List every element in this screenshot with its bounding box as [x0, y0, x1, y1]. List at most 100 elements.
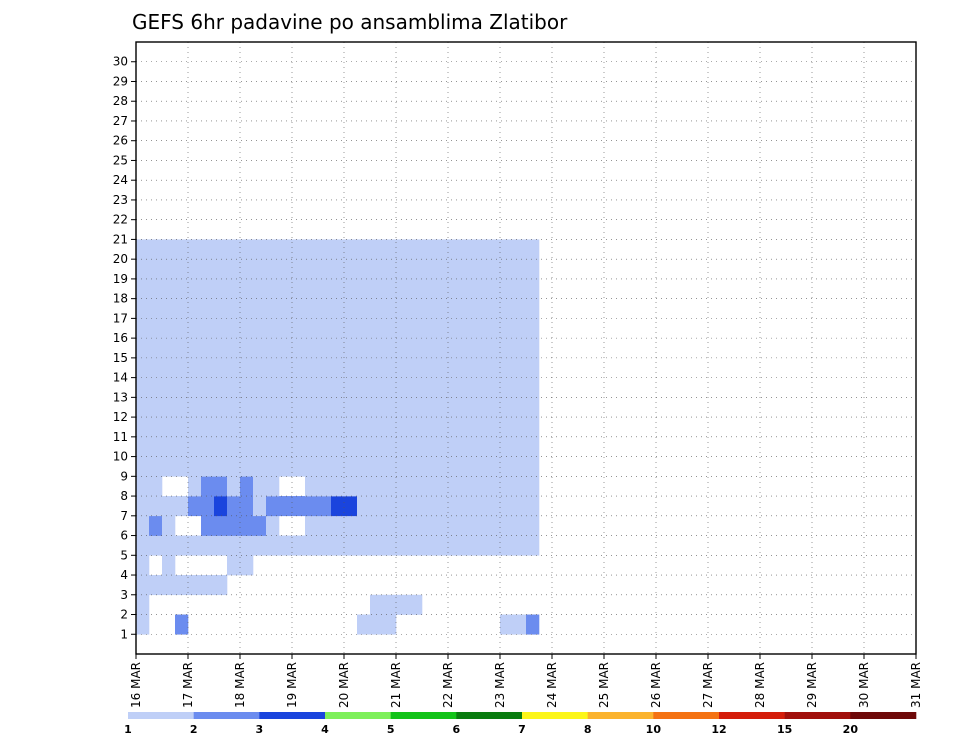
precip-cell: [513, 535, 527, 556]
precip-cell: [370, 614, 384, 635]
legend-label: 12: [711, 723, 726, 736]
precip-cell: [500, 436, 514, 457]
x-tick-label: 26 MAR: [649, 662, 663, 708]
precip-cell: [487, 456, 501, 477]
precip-cell: [175, 397, 189, 418]
precip-cell: [448, 417, 462, 438]
precip-cell: [500, 377, 514, 398]
precip-cell: [175, 456, 189, 477]
precip-cell: [448, 436, 462, 457]
precip-cell: [292, 298, 306, 319]
precip-cell: [409, 239, 423, 260]
precip-cell: [318, 259, 332, 280]
legend-label: 3: [256, 723, 264, 736]
precip-cell: [149, 377, 163, 398]
precip-cell: [383, 535, 397, 556]
precip-cell: [175, 377, 189, 398]
precip-cell: [500, 496, 514, 517]
precip-cell: [253, 377, 267, 398]
precip-cell: [214, 417, 228, 438]
precip-cell: [136, 456, 150, 477]
precip-cell: [344, 417, 358, 438]
precip-cell: [409, 357, 423, 378]
precip-cell: [357, 496, 371, 517]
precip-cell: [526, 515, 540, 536]
precip-cell: [500, 397, 514, 418]
precip-cell: [292, 397, 306, 418]
precip-cell: [396, 515, 410, 536]
precip-cell: [253, 357, 267, 378]
precip-cell: [279, 436, 293, 457]
precip-cell: [279, 397, 293, 418]
precip-cell: [461, 456, 475, 477]
precip-cell: [461, 318, 475, 339]
precip-cell: [383, 496, 397, 517]
precip-cell: [240, 417, 254, 438]
precip-cell: [201, 377, 215, 398]
precip-cell: [305, 239, 319, 260]
precip-cell: [383, 476, 397, 497]
precip-cell: [396, 436, 410, 457]
precip-cell: [318, 357, 332, 378]
precip-cell: [331, 456, 345, 477]
precip-cell: [266, 397, 280, 418]
precip-cell: [526, 476, 540, 497]
precip-cell: [292, 417, 306, 438]
precip-cell: [136, 436, 150, 457]
precip-cell: [136, 476, 150, 497]
precip-cell: [513, 397, 527, 418]
precip-cell: [227, 338, 241, 359]
x-tick-label: 23 MAR: [493, 662, 507, 708]
y-tick-label: 26: [113, 134, 128, 148]
precip-cell: [279, 496, 293, 517]
legend-label: 15: [777, 723, 792, 736]
precip-cell: [370, 456, 384, 477]
precip-cell: [214, 456, 228, 477]
precip-cell: [526, 259, 540, 280]
precip-cell: [331, 476, 345, 497]
precip-cell: [526, 417, 540, 438]
precip-cell: [526, 298, 540, 319]
precip-cell: [370, 476, 384, 497]
y-tick-label: 3: [120, 588, 128, 602]
precip-cell: [149, 278, 163, 299]
legend-label: 10: [646, 723, 662, 736]
precip-cell: [513, 298, 527, 319]
precip-cell: [227, 357, 241, 378]
precip-cell: [409, 535, 423, 556]
precip-cell: [292, 259, 306, 280]
precip-cell: [513, 318, 527, 339]
precip-cell: [149, 239, 163, 260]
legend-label: 2: [190, 723, 198, 736]
precip-cell: [175, 278, 189, 299]
precip-cell: [318, 417, 332, 438]
precip-cell: [227, 377, 241, 398]
precip-cell: [305, 476, 319, 497]
precip-cell: [474, 239, 488, 260]
precip-cell: [487, 318, 501, 339]
precip-cell: [396, 377, 410, 398]
y-tick-label: 29: [113, 74, 128, 88]
precip-cell: [266, 259, 280, 280]
precip-cell: [422, 338, 436, 359]
precip-cell: [214, 436, 228, 457]
precip-cell: [500, 338, 514, 359]
precip-cell: [474, 377, 488, 398]
precip-cell: [149, 397, 163, 418]
precip-cell: [396, 278, 410, 299]
precip-cell: [162, 259, 176, 280]
precip-cell: [461, 397, 475, 418]
precip-cell: [201, 456, 215, 477]
precip-cell: [422, 456, 436, 477]
precip-cell: [474, 298, 488, 319]
precip-cell: [240, 496, 254, 517]
precip-cell: [136, 535, 150, 556]
precip-cell: [253, 338, 267, 359]
precip-cell: [409, 298, 423, 319]
precip-cell: [357, 278, 371, 299]
precip-cell: [357, 515, 371, 536]
precip-cell: [188, 397, 202, 418]
precip-cell: [500, 278, 514, 299]
precip-cell: [279, 377, 293, 398]
precip-cell: [240, 515, 254, 536]
